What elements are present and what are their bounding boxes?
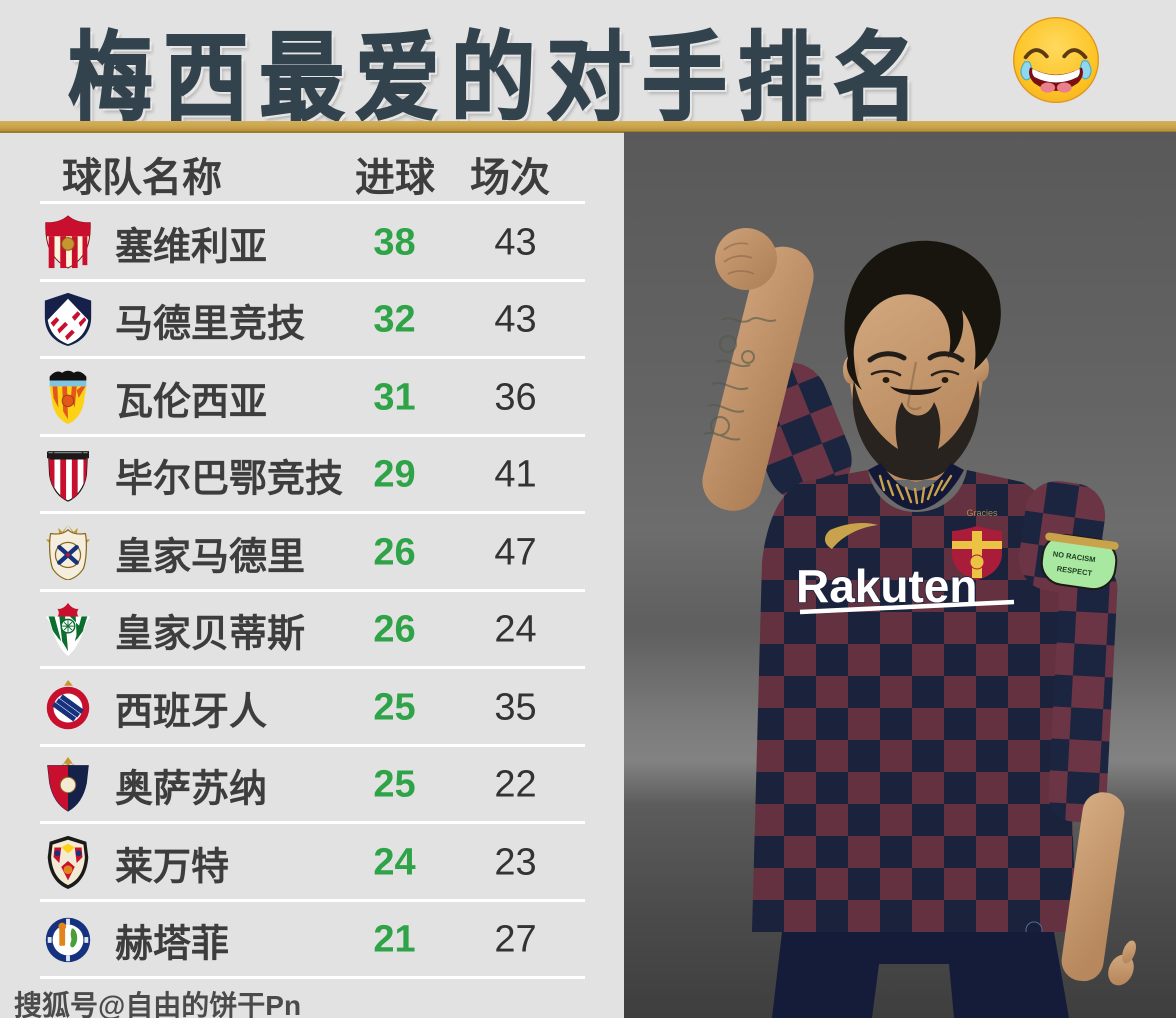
svg-text:Gracies: Gracies <box>966 508 998 518</box>
